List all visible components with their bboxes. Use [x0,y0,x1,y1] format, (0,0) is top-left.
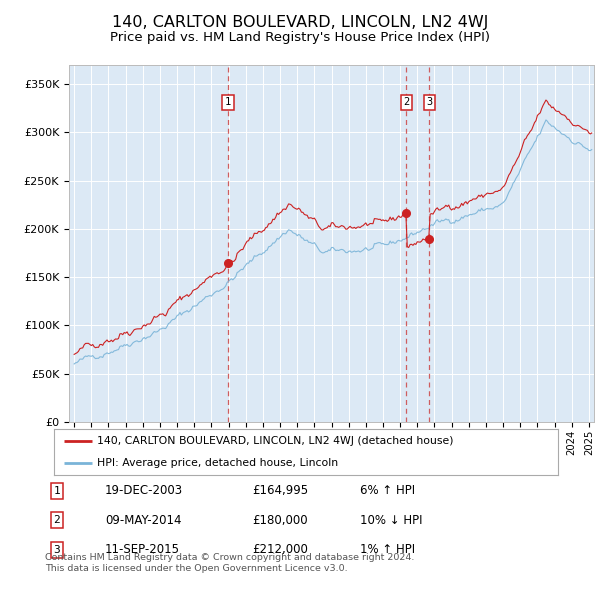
Text: 3: 3 [426,97,433,107]
Text: 1: 1 [53,486,61,496]
Text: HPI: Average price, detached house, Lincoln: HPI: Average price, detached house, Linc… [97,457,338,467]
Text: 3: 3 [53,545,61,555]
Text: Price paid vs. HM Land Registry's House Price Index (HPI): Price paid vs. HM Land Registry's House … [110,31,490,44]
Text: £212,000: £212,000 [252,543,308,556]
Text: 11-SEP-2015: 11-SEP-2015 [105,543,180,556]
Text: 2: 2 [403,97,410,107]
Text: 140, CARLTON BOULEVARD, LINCOLN, LN2 4WJ (detached house): 140, CARLTON BOULEVARD, LINCOLN, LN2 4WJ… [97,437,454,447]
Text: 09-MAY-2014: 09-MAY-2014 [105,514,182,527]
Text: 10% ↓ HPI: 10% ↓ HPI [360,514,422,527]
Text: 1: 1 [225,97,231,107]
Text: 6% ↑ HPI: 6% ↑ HPI [360,484,415,497]
Text: £164,995: £164,995 [252,484,308,497]
Text: 19-DEC-2003: 19-DEC-2003 [105,484,183,497]
Text: Contains HM Land Registry data © Crown copyright and database right 2024.
This d: Contains HM Land Registry data © Crown c… [45,553,415,573]
Text: 2: 2 [53,516,61,525]
Text: 140, CARLTON BOULEVARD, LINCOLN, LN2 4WJ: 140, CARLTON BOULEVARD, LINCOLN, LN2 4WJ [112,15,488,30]
Text: £180,000: £180,000 [252,514,308,527]
Text: 1% ↑ HPI: 1% ↑ HPI [360,543,415,556]
